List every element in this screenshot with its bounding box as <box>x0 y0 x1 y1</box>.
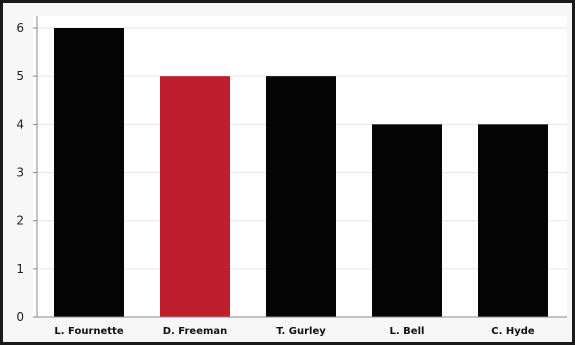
x-tick-label: L. Fournette <box>54 326 123 337</box>
bar <box>266 76 336 318</box>
y-tick-label: 1 <box>16 262 24 276</box>
y-axis-ticks: 0 1 2 3 4 5 6 <box>16 21 37 324</box>
y-tick-label: 4 <box>16 117 24 131</box>
bar <box>54 28 124 317</box>
bars <box>54 28 548 318</box>
x-tick-label: T. Gurley <box>276 326 326 337</box>
x-tick-label: D. Freeman <box>163 326 228 337</box>
y-tick-label: 2 <box>16 214 24 228</box>
x-axis-labels: L. Fournette D. Freeman T. Gurley L. Bell C.… <box>54 326 535 337</box>
y-tick-label: 6 <box>16 21 24 35</box>
y-tick-label: 0 <box>16 310 24 324</box>
y-tick-label: 3 <box>16 166 24 180</box>
bar <box>478 124 548 317</box>
x-tick-label: C. Hyde <box>491 326 535 337</box>
bar <box>160 76 230 318</box>
x-tick-label: L. Bell <box>390 326 425 337</box>
bar <box>372 124 442 317</box>
y-tick-label: 5 <box>16 69 24 83</box>
